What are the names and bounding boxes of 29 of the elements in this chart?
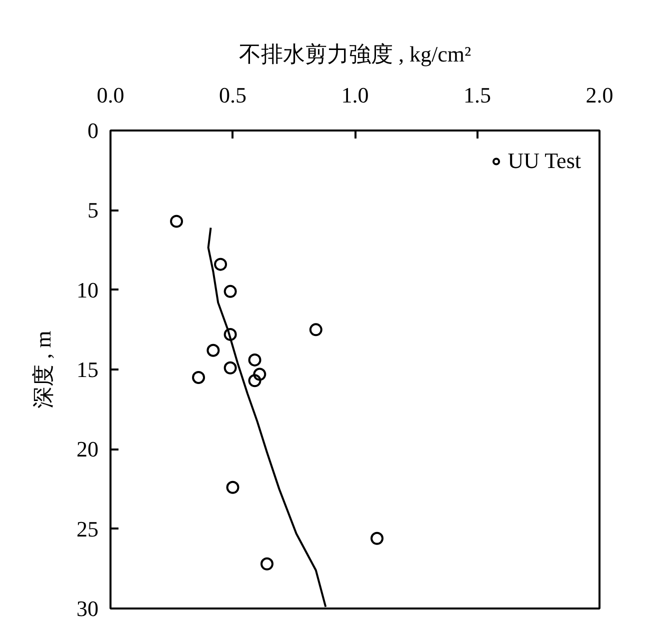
x-tick-label: 1.5 (464, 82, 491, 108)
point (370, 532, 384, 545)
y-axis-title: 深度 , m (30, 330, 56, 408)
x-tick-label: 0.5 (219, 82, 246, 108)
point (224, 284, 237, 298)
legend-label: UU Test (508, 148, 581, 174)
x-axis-title: 不排水剪力強度 , kg/cm² (238, 42, 472, 66)
point (170, 214, 184, 228)
point (309, 323, 322, 336)
point (214, 258, 228, 271)
x-tick-label: 1.0 (341, 82, 369, 108)
x-tick-label: 0.0 (96, 82, 124, 108)
y-tick-label: 15 (76, 357, 98, 382)
y-tick-label: 30 (76, 596, 98, 621)
point (248, 374, 262, 388)
point (260, 557, 274, 570)
y-tick-label: 5 (88, 198, 98, 223)
point (253, 368, 266, 381)
point (224, 361, 237, 374)
y-tick-label: 0 (88, 118, 98, 143)
point (224, 328, 237, 341)
point (248, 353, 262, 366)
point (226, 480, 240, 494)
x-tick-label: 2.0 (586, 82, 614, 108)
y-tick-label: 10 (76, 277, 98, 302)
point (206, 344, 220, 357)
point (192, 370, 206, 384)
y-tick-label: 20 (76, 436, 98, 462)
y-tick-label: 25 (76, 516, 98, 542)
